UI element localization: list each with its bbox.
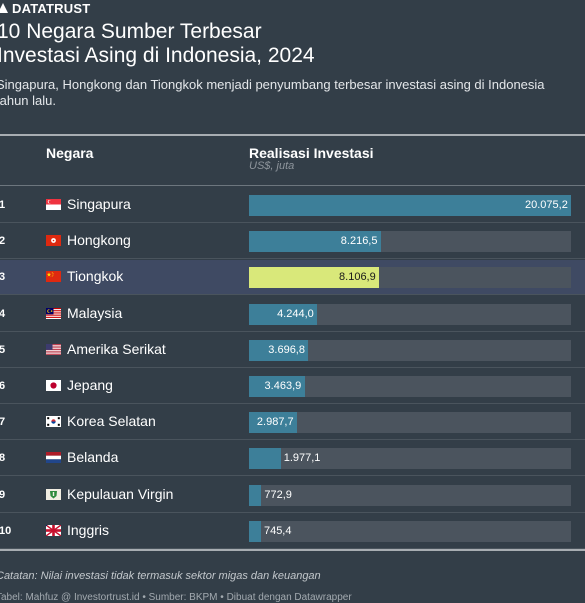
usa-flag-icon <box>46 343 61 355</box>
chart-title: 10 Negara Sumber Terbesar Investasi Asin… <box>0 20 585 68</box>
japan-flag-icon <box>46 380 61 391</box>
bar-track: 8.106,9 <box>249 267 571 289</box>
south-korea-flag-icon <box>46 416 61 428</box>
table-row: 2 Hongkong 8.216,5 <box>0 224 585 260</box>
column-header-unit: US$, juta <box>249 160 295 172</box>
bar <box>249 484 262 506</box>
brand-name: DATATRUST <box>12 0 91 16</box>
bar-track: 3.696,8 <box>249 339 571 361</box>
table-row: 8 Belanda 1.977,1 <box>0 441 585 477</box>
bar-track: 4.244,0 <box>249 303 571 325</box>
singapore-flag-icon <box>46 199 61 210</box>
footer-note: Catatan: Nilai investasi tidak termasuk … <box>0 570 321 582</box>
row-rank: 1 <box>0 199 6 211</box>
bar-track: 8.216,5 <box>249 231 571 253</box>
row-rank: 4 <box>0 307 6 320</box>
brand-logo: DATATRUST <box>0 0 90 16</box>
table-row: 5 Amerika Serikat 3.696,8 <box>0 333 585 368</box>
bar-value-label: 772,9 <box>264 488 292 501</box>
bar-value-label: 3.463,9 <box>264 380 302 392</box>
row-country-label: Jepang <box>67 377 113 393</box>
row-country-label: Tiongkok <box>67 268 124 285</box>
hong-kong-flag-icon <box>46 235 61 247</box>
row-rank: 10 <box>0 524 12 537</box>
table-row: 6 Jepang 3.463,9 <box>0 369 585 404</box>
netherlands-flag-icon <box>46 452 61 464</box>
row-country-label: Hongkong <box>67 232 131 249</box>
malaysia-flag-icon <box>46 307 61 319</box>
bar <box>249 339 309 361</box>
row-country-label: Amerika Serikat <box>67 340 166 357</box>
bar-value-label: 745,4 <box>263 524 292 537</box>
bar <box>249 303 318 325</box>
bar-value-label: 4.244,0 <box>277 307 314 320</box>
brand-triangle-icon <box>0 3 8 13</box>
british-virgin-islands-flag-icon <box>46 488 61 500</box>
table-row: 3 Tiongkok 8.106,9 <box>0 260 585 296</box>
table-bottom-rule <box>0 549 585 551</box>
row-country-label: Kepulauan Virgin <box>67 485 174 502</box>
column-header-value: Realisasi Investasi <box>249 145 374 161</box>
bar <box>249 520 261 542</box>
bar <box>249 195 571 216</box>
table-row: 4 Malaysia 4.244,0 <box>0 297 585 332</box>
chart-title-line-2: Investasi Asing di Indonesia, 2024 <box>0 44 315 67</box>
chart-title-line-1: 10 Negara Sumber Terbesar <box>0 20 262 43</box>
table-row: 9 Kepulauan Virgin 772,9 <box>0 478 585 513</box>
bar-value-label: 3.696,8 <box>268 343 305 356</box>
row-rank: 6 <box>0 380 6 392</box>
bar <box>249 231 381 253</box>
table-top-rule <box>0 134 585 136</box>
column-header-country: Negara <box>46 145 94 161</box>
bar-track: 3.463,9 <box>249 376 571 397</box>
row-country-label: Inggris <box>67 521 110 538</box>
row-rank: 8 <box>0 452 6 465</box>
chart-subtitle: Singapura, Hongkong dan Tiongkok menjadi… <box>0 77 545 108</box>
row-rank: 3 <box>0 271 6 284</box>
row-rank: 2 <box>0 235 6 248</box>
bar-value-label: 8.216,5 <box>340 235 378 248</box>
row-rank: 7 <box>0 416 6 429</box>
row-country-label: Belanda <box>67 449 119 466</box>
bar-value-label: 2.987,7 <box>256 416 294 429</box>
row-rank: 5 <box>0 343 6 356</box>
bar-value-label: 8.106,9 <box>339 271 376 284</box>
row-country-label: Singapura <box>67 196 131 212</box>
bar-track: 2.987,7 <box>249 412 571 434</box>
table-row: 10 Inggris 745,4 <box>0 514 585 549</box>
bar <box>249 412 297 434</box>
bar-track: 20.075,2 <box>249 195 571 216</box>
table-header-rule <box>0 185 585 186</box>
bar-value-label: 1.977,1 <box>283 452 321 465</box>
bar-track: 1.977,1 <box>249 448 571 470</box>
bar <box>249 376 305 397</box>
table-row: 7 Korea Selatan 2.987,7 <box>0 405 585 441</box>
bar-value-label: 20.075,2 <box>525 199 568 211</box>
bar <box>249 267 380 289</box>
table-row: 1 Singapura 20.075,2 <box>0 188 585 223</box>
row-country-label: Korea Selatan <box>67 413 156 430</box>
footer-source: Tabel: Mahfuz @ Investortrust.id • Sumbe… <box>0 592 352 603</box>
bar-track: 745,4 <box>249 520 571 542</box>
china-flag-icon <box>46 271 61 283</box>
row-rank: 9 <box>0 488 6 501</box>
row-country-label: Malaysia <box>67 304 123 321</box>
uk-flag-icon <box>46 524 61 536</box>
bar <box>249 448 281 470</box>
bar-track: 772,9 <box>249 484 571 506</box>
